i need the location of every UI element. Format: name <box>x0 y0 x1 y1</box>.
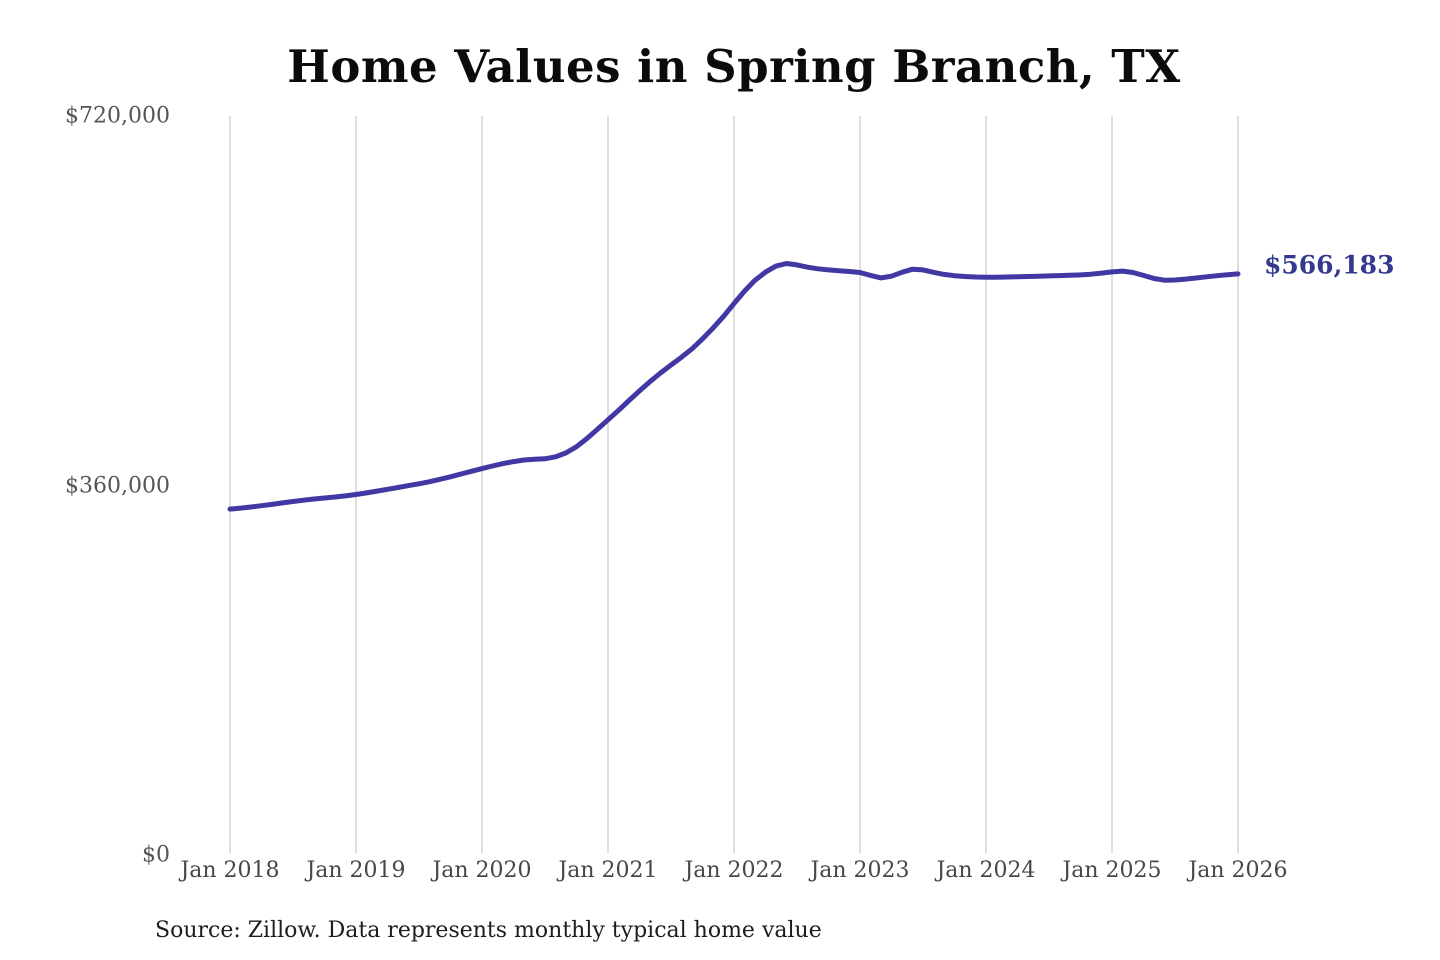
y-axis-tick-label: $720,000 <box>65 103 170 129</box>
x-axis-tick-label: Jan 2026 <box>1188 858 1288 883</box>
x-axis-tick-label: Jan 2020 <box>432 858 532 883</box>
x-axis-tick-label: Jan 2019 <box>306 858 406 883</box>
y-axis-tick-label: $0 <box>142 842 170 868</box>
x-axis-tick-label: Jan 2021 <box>558 858 658 883</box>
chart-title: Home Values in Spring Branch, TX <box>287 40 1181 93</box>
current-value-label: $566,183 <box>1264 250 1395 280</box>
x-axis-tick-label: Jan 2018 <box>180 858 280 883</box>
source-note: Source: Zillow. Data represents monthly … <box>155 918 822 943</box>
y-axis-tick-label: $360,000 <box>65 473 170 498</box>
x-axis-tick-label: Jan 2023 <box>810 858 910 883</box>
x-axis-tick-label: Jan 2025 <box>1062 858 1162 883</box>
x-axis-tick-label: Jan 2024 <box>936 858 1036 883</box>
home-value-line <box>227 261 1241 512</box>
x-axis-tick-label: Jan 2022 <box>684 858 784 883</box>
